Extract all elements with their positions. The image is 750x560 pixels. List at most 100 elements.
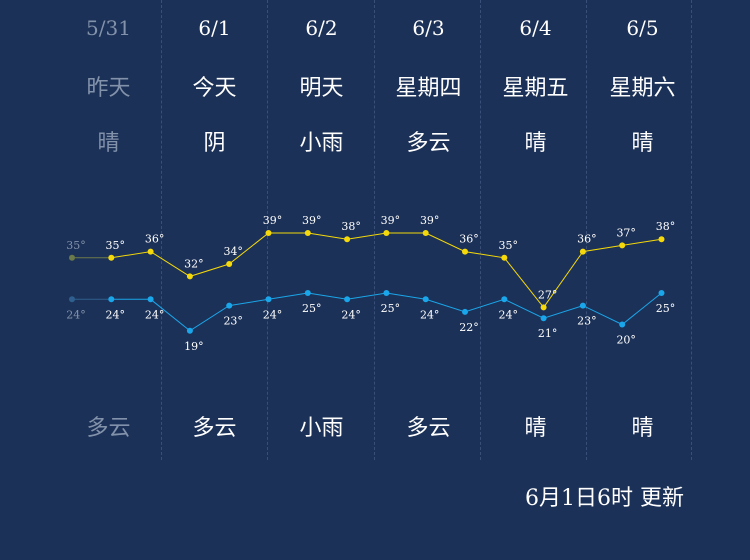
low-temp-label: 24° — [420, 308, 440, 321]
day-column: 6/4 星期五晴晴 — [482, 0, 589, 460]
high-point — [579, 248, 586, 255]
high-point — [383, 230, 390, 236]
day-weather: 晴 — [97, 131, 120, 156]
day-date: 6/1 — [198, 16, 231, 40]
high-point — [422, 230, 429, 236]
day-weekday: 昨天 — [86, 76, 131, 101]
low-temp-label: 19° — [184, 340, 204, 353]
column-divider — [691, 0, 692, 460]
day-date: 6/2 — [305, 16, 338, 40]
low-point — [422, 296, 429, 303]
night-weather: 多云 — [406, 416, 451, 441]
high-temp-label: 36° — [145, 233, 165, 246]
high-point — [462, 248, 468, 255]
low-point — [344, 296, 351, 303]
night-weather: 晴 — [631, 416, 654, 441]
high-point — [501, 254, 508, 261]
low-temp-label: 23° — [223, 315, 243, 328]
day-weekday: 星期六 — [609, 76, 676, 101]
day-column: 6/5 星期六晴晴 — [589, 0, 696, 460]
high-point — [108, 254, 115, 261]
high-temp-label: 38° — [656, 220, 676, 233]
day-weather: 阴 — [203, 131, 226, 156]
low-temp-label: 25° — [302, 302, 322, 315]
low-point — [226, 302, 233, 309]
high-temp-label: 39° — [302, 214, 322, 227]
high-point — [69, 254, 75, 261]
high-temp-label: 39° — [263, 214, 283, 227]
low-temp-label: 24° — [106, 308, 126, 321]
column-divider — [586, 0, 587, 460]
low-point — [501, 296, 508, 303]
high-temp-label: 35° — [106, 239, 126, 252]
high-temp-label: 36° — [459, 233, 479, 246]
low-temp-label: 22° — [459, 321, 479, 334]
column-divider — [480, 0, 481, 460]
high-temp-label: 38° — [341, 220, 361, 233]
night-weather: 多云 — [86, 416, 131, 441]
low-point — [147, 296, 154, 303]
low-temp-label: 24° — [263, 308, 283, 321]
low-point — [658, 290, 665, 296]
high-point — [619, 242, 626, 249]
day-column: 5/31 昨天晴多云 — [55, 0, 162, 460]
night-weather: 小雨 — [299, 416, 344, 441]
high-temp-label: 35° — [66, 239, 86, 252]
low-temp-label: 24° — [499, 308, 519, 321]
low-point — [186, 327, 193, 334]
high-point — [344, 236, 351, 243]
low-temp-label: 24° — [145, 308, 165, 321]
low-point — [383, 290, 390, 296]
high-point — [658, 236, 665, 243]
day-column: 6/3 星期四 多云 多云 — [375, 0, 482, 460]
day-weather: 多云 — [406, 131, 451, 156]
low-point — [579, 302, 586, 309]
low-temp-label: 21° — [538, 327, 558, 340]
day-date: 6/5 — [626, 16, 659, 40]
high-temp-label: 39° — [381, 214, 401, 227]
high-temp-label: 39° — [420, 214, 440, 227]
day-weekday: 星期四 — [395, 76, 462, 101]
low-point — [462, 308, 468, 315]
low-point — [265, 296, 272, 303]
high-point — [540, 304, 547, 311]
low-point — [108, 296, 115, 303]
day-weather: 小雨 — [299, 131, 344, 156]
night-weather: 晴 — [524, 416, 547, 441]
column-divider — [161, 0, 162, 460]
high-point — [265, 230, 272, 236]
night-weather: 多云 — [192, 416, 237, 441]
high-point — [186, 273, 193, 280]
high-point — [304, 230, 311, 236]
low-temp-label: 24° — [66, 308, 86, 321]
column-divider — [267, 0, 268, 460]
high-point — [226, 261, 233, 267]
low-temp-label: 23° — [577, 315, 597, 328]
high-point — [147, 248, 154, 255]
day-column: 6/1 今天阴多云 — [161, 0, 268, 460]
low-point — [69, 296, 75, 303]
high-temp-label: 34° — [223, 245, 243, 258]
day-column: 6/2 明天 小雨 小雨 — [268, 0, 375, 460]
day-weekday: 明天 — [299, 76, 344, 101]
low-temp-label: 24° — [341, 308, 361, 321]
low-temp-label: 20° — [616, 334, 636, 347]
column-divider — [374, 0, 375, 460]
update-time: 6月1日6时 更新 — [525, 486, 684, 511]
low-point — [540, 315, 547, 322]
high-temp-label: 36° — [577, 233, 597, 246]
low-point — [304, 290, 311, 296]
day-weather: 晴 — [631, 131, 654, 156]
day-date: 6/3 — [412, 16, 445, 40]
day-weekday: 今天 — [192, 76, 237, 101]
high-temp-label: 32° — [184, 257, 204, 270]
low-point — [619, 321, 626, 328]
high-temp-label: 37° — [616, 226, 636, 239]
day-date: 5/31 — [86, 16, 131, 40]
high-temp-label: 27° — [538, 288, 558, 301]
day-weather: 晴 — [524, 131, 547, 156]
low-temp-label: 25° — [656, 302, 676, 315]
low-temp-label: 25° — [381, 302, 401, 315]
high-temp-label: 35° — [499, 239, 519, 252]
